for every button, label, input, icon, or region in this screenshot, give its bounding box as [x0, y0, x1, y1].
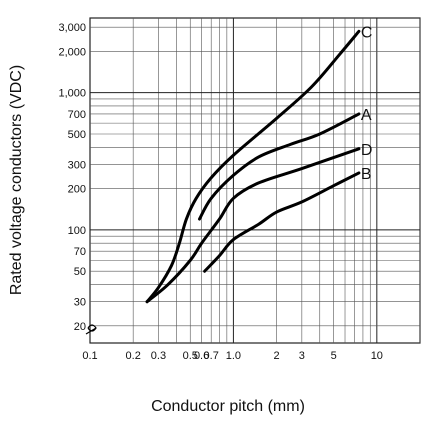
x-tick-label: 10: [371, 350, 383, 362]
x-tick-label: 0.7: [204, 350, 219, 362]
x-tick-label: 0.5: [183, 350, 198, 362]
curve-D: [145, 147, 361, 304]
y-axis-title: Rated voltage conductors (VDC): [8, 65, 25, 295]
curve-label-C: C: [361, 24, 373, 41]
y-tick-label: 70: [74, 246, 86, 258]
curve-labels: C A DB: [361, 24, 373, 183]
curve-label-B: B: [361, 166, 372, 183]
curve-B: [203, 171, 361, 273]
y-tick-label: 30: [74, 297, 86, 309]
x-tick-label: 0.6: [194, 350, 209, 362]
curves: [145, 29, 361, 304]
grid: [89, 17, 421, 344]
y-tick-label: 200: [68, 184, 86, 196]
x-tick-label: 0.1: [82, 350, 97, 362]
y-tick-label: 700: [68, 109, 86, 121]
x-tick-label: 1.0: [226, 350, 241, 362]
x-tick-label: 2: [274, 350, 280, 362]
y-tick-label: 2,000: [58, 46, 86, 58]
curve-C: [145, 29, 361, 304]
y-tick-label: 500: [68, 129, 86, 141]
tick-labels: 0.1 0.2 0.3 0.50.60.7 1.0 2 3 5 10 20 30 50 70 100 200…: [58, 22, 382, 362]
x-axis-title: Conductor pitch (mm): [151, 398, 305, 415]
y-tick-label: 1,000: [58, 88, 86, 100]
x-tick-label: 0.3: [151, 350, 166, 362]
x-tick-label: 3: [299, 350, 305, 362]
y-tick-label: 3,000: [58, 22, 86, 34]
curve-A: [197, 112, 361, 221]
curve-label-A: A: [361, 107, 372, 124]
x-tick-label: 5: [331, 350, 337, 362]
y-tick-label: 100: [68, 225, 86, 237]
y-tick-label: 50: [74, 266, 86, 278]
axis-break-mark: [85, 324, 97, 335]
y-tick-label: 300: [68, 159, 86, 171]
y-tick-label: 20: [74, 321, 86, 333]
curve-label-D: D: [361, 142, 373, 159]
x-tick-label: 0.2: [126, 350, 141, 362]
